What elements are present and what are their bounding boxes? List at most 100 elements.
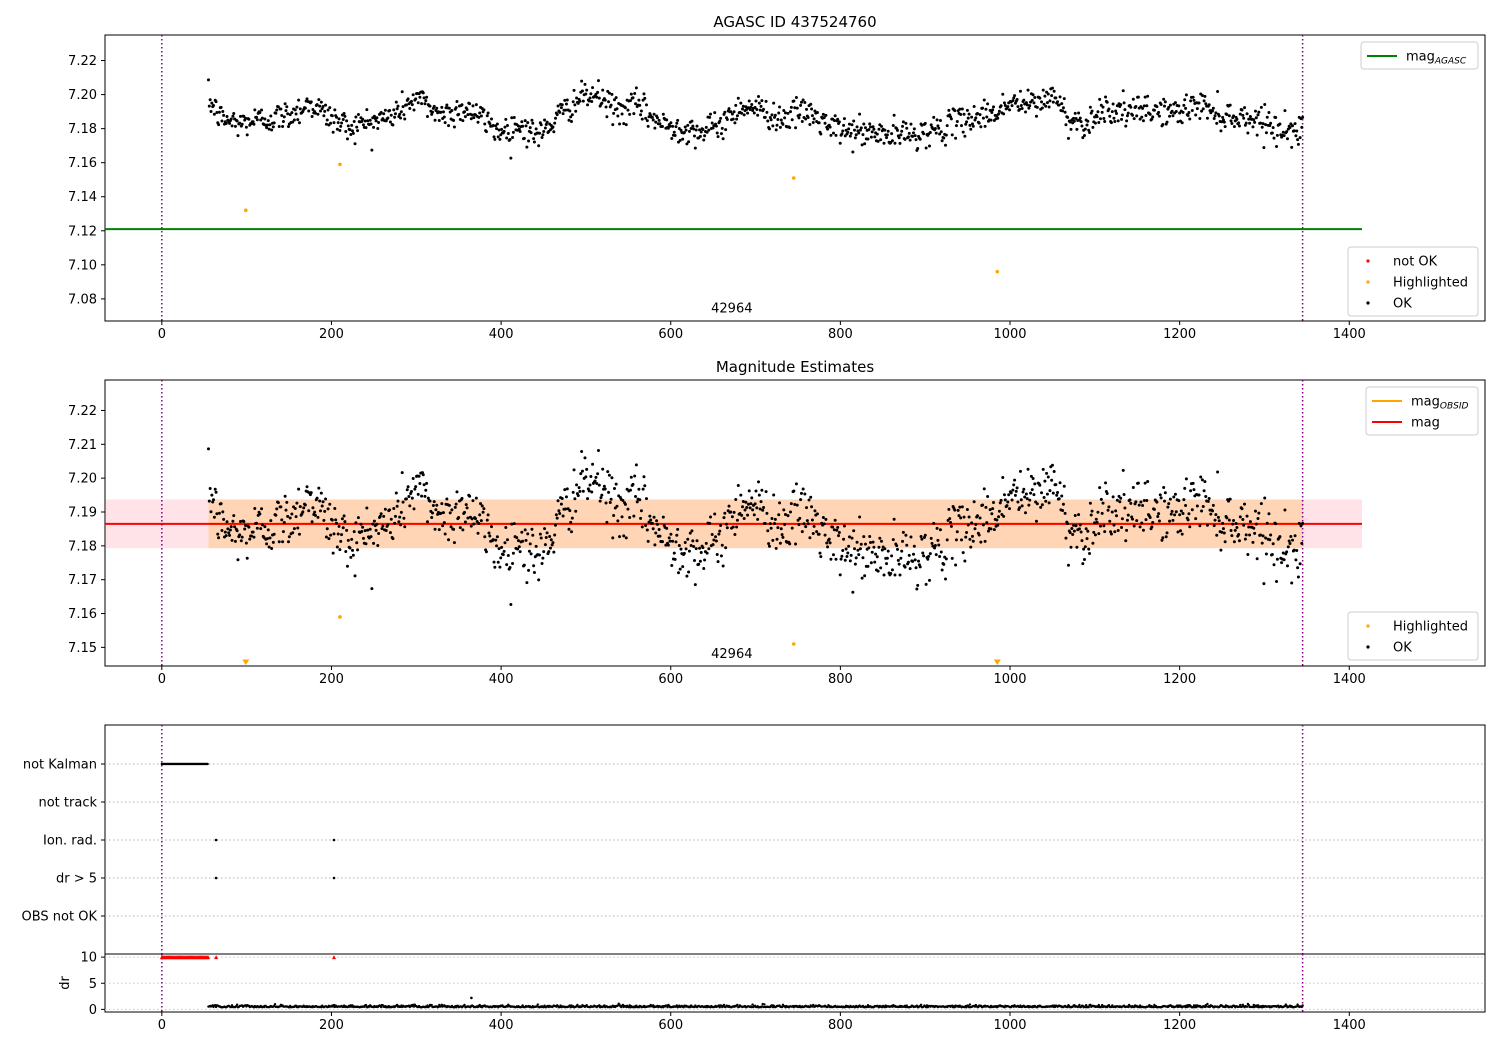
agasc-ok-point: [217, 110, 221, 114]
estimates-ok-point: [973, 527, 977, 531]
agasc-ok-point: [955, 120, 959, 124]
agasc-ok-point: [681, 137, 685, 141]
estimates-ok-point: [1056, 491, 1060, 495]
agasc-ok-point: [574, 109, 578, 113]
agasc-ok-point: [303, 106, 307, 110]
agasc-ok-point: [1248, 114, 1252, 118]
dr-axis-label: dr: [58, 976, 73, 990]
agasc-ok-point: [271, 125, 275, 129]
estimates-ok-point: [1219, 548, 1223, 552]
agasc-ok-point: [758, 108, 762, 112]
estimates-ok-point: [1285, 550, 1289, 554]
estimates-ok-point: [947, 507, 951, 511]
estimates-ok-point: [809, 495, 813, 499]
estimates-ok-point: [622, 534, 626, 538]
estimates-ok-point: [393, 514, 397, 518]
estimates-ok-point: [682, 551, 686, 555]
estimates-ok-point: [502, 549, 506, 553]
estimates-ok-point: [329, 533, 333, 537]
estimates-ok-point: [1114, 509, 1118, 513]
estimates-ok-point: [983, 539, 987, 543]
agasc-ok-point: [1294, 134, 1298, 138]
estimates-ok-point: [605, 520, 609, 524]
agasc-ok-point: [985, 115, 989, 119]
agasc-ok-point: [661, 112, 665, 116]
agasc-ok-point: [463, 110, 467, 114]
agasc-ok-point: [782, 109, 786, 113]
agasc-ok-point: [600, 101, 604, 105]
agasc-ok-point: [1069, 127, 1073, 131]
estimates-ok-point: [1125, 518, 1129, 522]
estimates-ok-point: [694, 547, 698, 551]
estimates-ok-point: [327, 537, 331, 541]
estimates-ok-point: [539, 536, 543, 540]
estimates-ok-point: [434, 508, 438, 512]
agasc-ok-point: [209, 109, 213, 113]
agasc-ok-point: [639, 109, 643, 113]
agasc-ok-point: [821, 112, 825, 116]
estimates-ok-point: [652, 515, 656, 519]
estimates-ok-point: [1126, 513, 1130, 517]
dr-point: [1078, 1003, 1081, 1007]
estimates-ok-point: [580, 469, 584, 473]
agasc-ok-point: [570, 120, 574, 124]
agasc-ok-point: [1163, 100, 1167, 104]
estimates-ok-point: [454, 502, 458, 506]
estimates-ok-point: [679, 547, 683, 551]
estimates-ok-point: [1275, 579, 1279, 583]
agasc-ok-point: [937, 126, 941, 130]
estimates-ok-point: [777, 513, 781, 517]
estimates-ok-point: [405, 488, 409, 492]
agasc-ok-point: [1002, 101, 1006, 105]
estimates-ok-point: [400, 471, 404, 475]
estimates-ok-point: [637, 487, 641, 491]
agasc-ok-point: [873, 135, 877, 139]
dr-point: [718, 1006, 721, 1009]
agasc-ok-point: [317, 98, 321, 102]
agasc-ok-point: [1045, 101, 1049, 105]
agasc-ok-point: [344, 129, 348, 133]
agasc-ok-point: [596, 90, 600, 94]
agasc-ok-point: [510, 116, 514, 120]
agasc-ok-point: [778, 105, 782, 109]
agasc-ok-point: [949, 117, 953, 121]
estimates-ok-point: [426, 496, 430, 500]
agasc-x-tick-label: 1000: [993, 327, 1026, 342]
agasc-ok-point: [721, 137, 725, 141]
agasc-ok-point: [355, 125, 359, 129]
agasc-ok-point: [1018, 89, 1022, 93]
estimates-ok-point: [1205, 523, 1209, 527]
agasc-ok-point: [640, 117, 644, 121]
agasc-ok-point: [817, 121, 821, 125]
estimates-ok-point: [991, 507, 995, 511]
agasc-ok-point: [423, 102, 427, 106]
estimates-ok-point: [789, 510, 793, 514]
agasc-ok-point: [233, 124, 237, 128]
estimates-ok-point: [1168, 519, 1172, 523]
agasc-ok-point: [1057, 103, 1061, 107]
dr-x-tick-label: 600: [658, 1018, 683, 1033]
estimates-ok-point: [1075, 545, 1079, 549]
agasc-ok-point: [750, 102, 754, 106]
agasc-ok-point: [489, 117, 493, 121]
agasc-ok-point: [908, 138, 912, 142]
estimates-ok-point: [767, 542, 771, 546]
estimates-ok-point: [1136, 481, 1140, 485]
estimates-ok-point: [277, 540, 281, 544]
estimates-ok-point: [460, 496, 464, 500]
agasc-ok-point: [395, 107, 399, 111]
agasc-ok-point: [906, 135, 910, 139]
estimates-ok-point: [344, 549, 348, 553]
agasc-ok-point: [293, 108, 297, 112]
agasc-ok-point: [1086, 119, 1090, 123]
estimates-ok-point: [949, 524, 953, 528]
dr-point: [463, 1003, 466, 1007]
agasc-ok-point: [705, 130, 709, 134]
estimates-ok-point: [207, 499, 211, 503]
agasc-ok-point: [1253, 109, 1257, 113]
agasc-ok-point: [339, 124, 343, 128]
estimates-ok-point: [515, 536, 519, 540]
estimates-ok-point: [803, 492, 807, 496]
